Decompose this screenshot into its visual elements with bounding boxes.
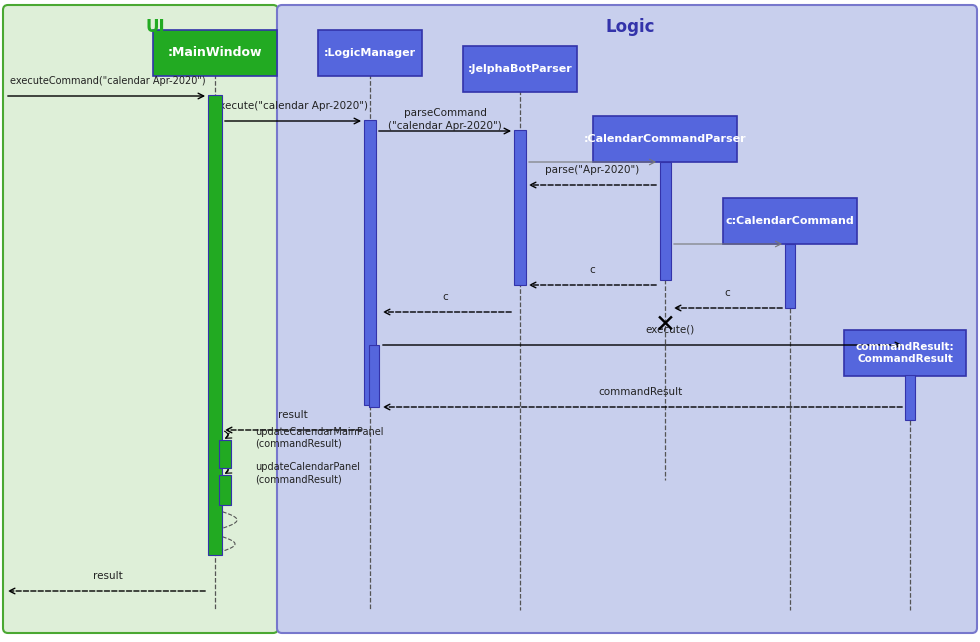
Text: result: result — [277, 410, 308, 420]
Bar — [785, 244, 795, 308]
Text: updateCalendarPanel: updateCalendarPanel — [255, 462, 360, 472]
Text: commandResult:
CommandResult: commandResult: CommandResult — [856, 342, 955, 364]
FancyBboxPatch shape — [463, 46, 577, 92]
FancyBboxPatch shape — [153, 30, 277, 76]
Bar — [219, 475, 231, 505]
Text: c: c — [724, 288, 730, 298]
Text: (commandResult): (commandResult) — [255, 474, 342, 484]
Bar — [364, 120, 376, 405]
FancyBboxPatch shape — [844, 330, 966, 376]
Text: result: result — [93, 571, 122, 581]
Text: :LogicManager: :LogicManager — [324, 48, 416, 58]
Bar — [905, 375, 915, 420]
Bar — [369, 345, 379, 407]
Text: execute("calendar Apr-2020"): execute("calendar Apr-2020") — [213, 101, 368, 111]
FancyBboxPatch shape — [277, 5, 977, 633]
Text: :CalendarCommandParser: :CalendarCommandParser — [584, 134, 747, 144]
Text: Logic: Logic — [606, 18, 655, 36]
Text: (commandResult): (commandResult) — [255, 439, 342, 449]
FancyBboxPatch shape — [3, 5, 278, 633]
FancyBboxPatch shape — [723, 198, 857, 244]
Text: ("calendar Apr-2020"): ("calendar Apr-2020") — [388, 121, 502, 131]
Text: updateCalendarMainPanel: updateCalendarMainPanel — [255, 427, 383, 437]
Text: UI: UI — [145, 18, 165, 36]
Bar — [219, 440, 231, 468]
Bar — [208, 95, 222, 555]
Text: ✕: ✕ — [655, 313, 675, 337]
Text: executeCommand("calendar Apr-2020"): executeCommand("calendar Apr-2020") — [10, 76, 206, 86]
Text: c: c — [590, 265, 596, 275]
FancyBboxPatch shape — [593, 116, 737, 162]
Text: :JelphaBotParser: :JelphaBotParser — [467, 64, 572, 74]
Bar — [514, 130, 526, 285]
Text: execute(): execute() — [646, 325, 695, 335]
Bar — [660, 162, 670, 280]
Text: :MainWindow: :MainWindow — [168, 46, 263, 60]
FancyBboxPatch shape — [318, 30, 422, 76]
Text: parse("Apr-2020"): parse("Apr-2020") — [546, 165, 640, 175]
Text: commandResult: commandResult — [598, 387, 682, 397]
Text: c:CalendarCommand: c:CalendarCommand — [725, 216, 855, 226]
Text: parseCommand: parseCommand — [404, 108, 486, 118]
Text: c: c — [442, 292, 448, 302]
